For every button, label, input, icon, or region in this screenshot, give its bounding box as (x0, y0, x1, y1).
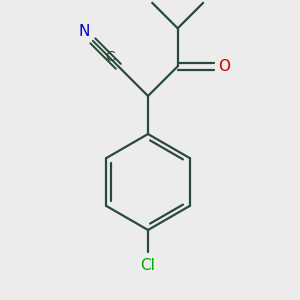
Text: Cl: Cl (141, 258, 155, 273)
Text: C: C (106, 50, 115, 64)
Text: O: O (218, 59, 230, 74)
Text: N: N (79, 24, 90, 39)
